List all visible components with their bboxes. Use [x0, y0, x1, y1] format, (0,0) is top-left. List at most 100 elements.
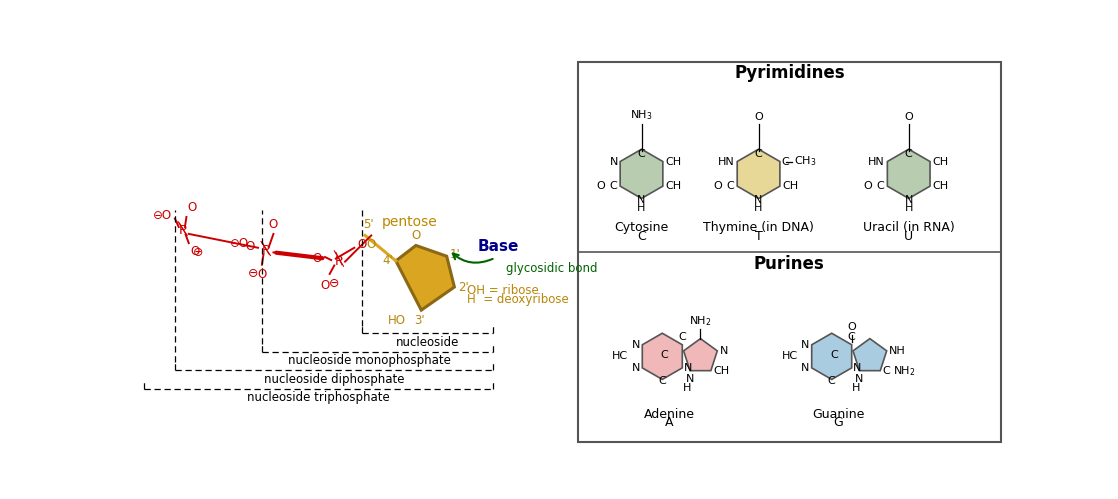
Text: N: N — [853, 363, 862, 373]
Text: NH$_2$: NH$_2$ — [689, 314, 712, 328]
Text: C: C — [877, 181, 884, 191]
Text: O: O — [367, 238, 376, 251]
Polygon shape — [812, 333, 852, 379]
Text: C: C — [609, 181, 617, 191]
Text: O: O — [187, 201, 197, 214]
Text: O: O — [847, 322, 856, 332]
Text: C: C — [637, 149, 645, 159]
Text: HN: HN — [869, 157, 885, 167]
Text: HN: HN — [718, 157, 735, 167]
Text: CH: CH — [932, 157, 948, 167]
Text: N: N — [755, 195, 762, 205]
Text: Purines: Purines — [754, 255, 825, 273]
Text: C: C — [661, 350, 669, 360]
Text: nucleoside triphosphate: nucleoside triphosphate — [247, 391, 390, 404]
Text: N: N — [632, 363, 639, 373]
Text: C: C — [727, 181, 735, 191]
Text: Adenine: Adenine — [644, 408, 694, 421]
Text: O: O — [246, 240, 255, 252]
Text: HC: HC — [613, 351, 628, 361]
Text: C: C — [637, 230, 646, 243]
FancyBboxPatch shape — [578, 62, 1001, 442]
Text: C: C — [904, 149, 912, 159]
Text: Pyrimidines: Pyrimidines — [735, 64, 845, 82]
Text: O: O — [863, 181, 872, 191]
Text: NH$_3$: NH$_3$ — [631, 108, 653, 122]
Text: O: O — [755, 112, 762, 122]
Text: N: N — [800, 363, 809, 373]
Text: 1': 1' — [449, 248, 461, 261]
Text: C: C — [679, 332, 686, 342]
Text: CH: CH — [665, 157, 681, 167]
Text: ⊖: ⊖ — [248, 267, 258, 280]
Polygon shape — [888, 149, 930, 199]
Text: nucleoside monophosphate: nucleoside monophosphate — [288, 354, 452, 367]
Text: C: C — [755, 149, 762, 159]
Text: 2': 2' — [458, 280, 468, 293]
Text: NH$_2$: NH$_2$ — [892, 364, 916, 378]
Text: A: A — [665, 416, 673, 429]
Text: Uracil (in RNA): Uracil (in RNA) — [863, 221, 955, 234]
Polygon shape — [396, 246, 454, 310]
Text: nucleoside diphosphate: nucleoside diphosphate — [264, 372, 404, 386]
Text: H: H — [683, 383, 691, 393]
Text: N: N — [684, 363, 692, 373]
Text: O: O — [358, 238, 367, 251]
Text: C: C — [882, 366, 890, 376]
Text: H: H — [852, 383, 861, 393]
Text: OH = ribose: OH = ribose — [466, 283, 539, 296]
Text: CH: CH — [783, 181, 798, 191]
Text: C: C — [827, 376, 835, 386]
Text: 3': 3' — [415, 314, 425, 327]
Text: 5': 5' — [363, 218, 373, 231]
Text: C: C — [781, 157, 789, 167]
Text: C: C — [831, 350, 837, 360]
Text: ⊖: ⊖ — [192, 246, 203, 259]
Text: O: O — [321, 278, 330, 291]
Text: 4': 4' — [382, 254, 392, 267]
Text: T: T — [755, 230, 762, 243]
Text: N: N — [904, 195, 913, 205]
Polygon shape — [853, 339, 887, 371]
Text: HC: HC — [781, 351, 798, 361]
Text: O: O — [313, 252, 322, 265]
Text: O: O — [190, 245, 199, 257]
Text: CH$_3$: CH$_3$ — [794, 155, 816, 169]
Text: N: N — [855, 374, 863, 384]
Text: ⊖: ⊖ — [329, 276, 340, 290]
Text: NH: NH — [889, 346, 906, 356]
Text: ⊖O: ⊖O — [153, 209, 172, 222]
Text: H: H — [755, 203, 762, 213]
Text: N: N — [685, 374, 694, 384]
Polygon shape — [683, 339, 718, 371]
Text: Base: Base — [477, 240, 519, 254]
Text: H  = deoxyribose: H = deoxyribose — [466, 293, 568, 306]
Text: O: O — [257, 268, 266, 281]
Text: G: G — [834, 416, 843, 429]
Text: O: O — [904, 112, 913, 122]
Text: CH: CH — [713, 366, 729, 376]
Text: nucleoside: nucleoside — [396, 335, 459, 348]
Text: H: H — [637, 203, 646, 213]
Polygon shape — [737, 149, 780, 199]
Text: N: N — [609, 157, 618, 167]
Text: N: N — [632, 340, 639, 350]
Text: O: O — [713, 181, 722, 191]
Text: CH: CH — [932, 181, 948, 191]
Text: O: O — [596, 181, 605, 191]
Text: N: N — [720, 346, 728, 356]
Text: glycosidic bond: glycosidic bond — [506, 262, 597, 275]
Text: C: C — [847, 332, 855, 342]
Text: O: O — [268, 218, 278, 231]
Text: P: P — [335, 255, 343, 268]
Text: Cytosine: Cytosine — [615, 221, 669, 234]
Text: N: N — [800, 340, 809, 350]
Text: Thymine (in DNA): Thymine (in DNA) — [703, 221, 814, 234]
Text: Guanine: Guanine — [813, 408, 865, 421]
Polygon shape — [642, 333, 682, 379]
Text: CH: CH — [665, 181, 681, 191]
Text: C: C — [659, 376, 666, 386]
Text: U: U — [904, 230, 913, 243]
Text: P: P — [262, 245, 269, 257]
Text: pentose: pentose — [382, 215, 437, 229]
